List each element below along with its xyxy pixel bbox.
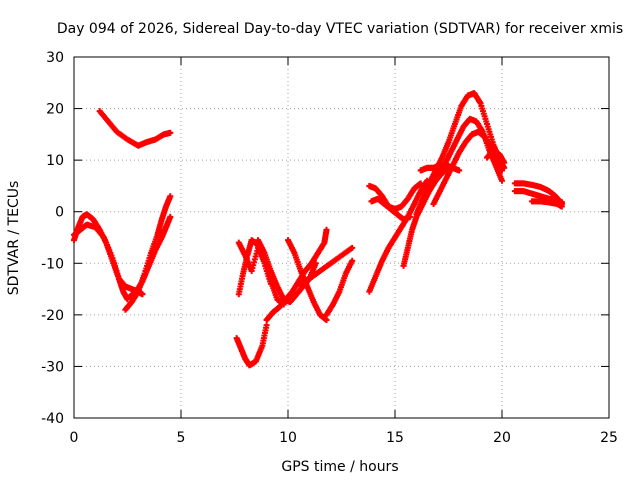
series-trace-6 [233, 322, 270, 369]
series-trace-13 [295, 244, 356, 287]
series-trace-20 [430, 128, 505, 207]
y-tick-label: 0 [55, 205, 64, 221]
y-tick-label: -40 [41, 411, 64, 427]
series-trace-11 [285, 237, 330, 324]
chart-title: Day 094 of 2026, Sidereal Day-to-day VTE… [57, 21, 623, 37]
series-trace-1 [96, 108, 174, 149]
x-tick-label: 20 [493, 430, 511, 446]
data-point [499, 167, 505, 174]
x-tick-label: 10 [279, 430, 297, 446]
data-point [417, 180, 424, 187]
series-trace-5 [126, 213, 174, 300]
series-trace-16 [368, 195, 413, 223]
series-trace-22 [484, 146, 508, 166]
x-tick-label: 15 [386, 430, 404, 446]
series-trace-14 [366, 177, 431, 295]
data-point [558, 203, 565, 210]
data-point [349, 257, 356, 264]
series-trace-24 [511, 188, 565, 206]
data-point [323, 226, 330, 233]
data-point [406, 213, 413, 220]
y-tick-label: 30 [46, 50, 64, 66]
data-point [456, 167, 463, 174]
y-tick-label: 10 [46, 153, 64, 169]
series-trace-3 [71, 221, 131, 303]
y-tick-label: 20 [46, 102, 64, 118]
data-point [167, 129, 174, 136]
x-axis-title: GPS time / hours [281, 459, 398, 475]
y-tick-label: -10 [41, 256, 64, 272]
data-point [139, 291, 146, 298]
x-tick-label: 5 [177, 430, 186, 446]
series-trace-2 [71, 211, 146, 298]
axis-ticks [73, 56, 610, 419]
series-trace-25 [528, 198, 565, 210]
data-marks [71, 90, 565, 369]
data-point [267, 280, 274, 287]
data-point [499, 177, 505, 184]
series-trace-8 [235, 237, 274, 298]
data-point [349, 244, 356, 251]
series-trace-21 [417, 162, 463, 174]
x-tick-label: 0 [70, 430, 79, 446]
data-point [323, 317, 330, 324]
data-point [263, 322, 270, 329]
series-trace-12 [323, 257, 356, 318]
y-axis-title: SDTVAR / TECUs [6, 181, 22, 296]
tick-labels: -40 -30 -20 -10 0 10 20 30 0 5 10 15 20 25 [41, 50, 618, 446]
series-trace-19 [421, 115, 505, 192]
y-tick-label: -30 [41, 359, 64, 375]
data-point [167, 193, 174, 200]
x-tick-label: 25 [600, 430, 618, 446]
series-trace-15 [366, 180, 424, 213]
data-point [167, 213, 174, 220]
data-point [501, 159, 508, 166]
y-tick-label: -20 [41, 308, 64, 324]
